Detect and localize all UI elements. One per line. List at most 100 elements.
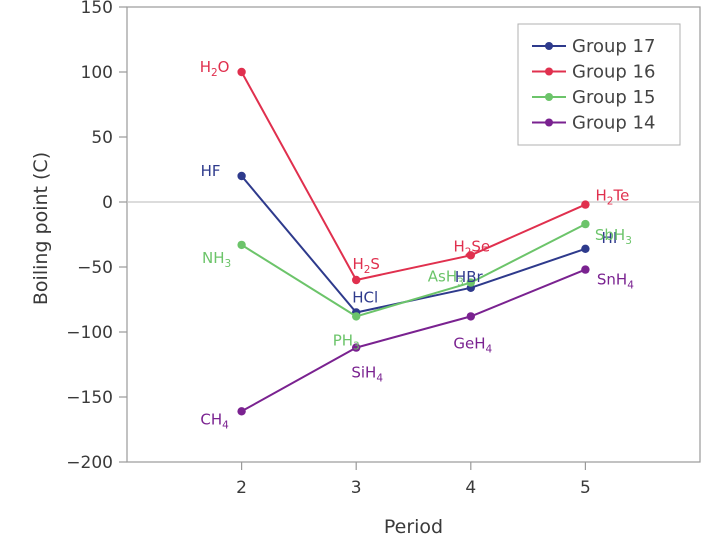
data-point (352, 275, 361, 285)
point-label: SiH4 (351, 364, 383, 385)
data-point (352, 312, 361, 321)
point-label: NH3 (202, 249, 231, 270)
y-tick-label: 100 (81, 63, 113, 83)
x-tick-label: 2 (236, 478, 247, 498)
series-group-3 (237, 219, 590, 321)
y-tick-label: −50 (77, 258, 113, 278)
point-label-main: NH (202, 249, 225, 267)
point-label: H2Te (595, 187, 629, 208)
x-axis-title: Period (384, 516, 443, 538)
point-label: SnH4 (597, 271, 634, 292)
point-label-main: H (595, 187, 606, 205)
point-label-tail: Se (471, 237, 490, 255)
point-label: H2Se (453, 237, 490, 258)
point-label-main: SbH (595, 226, 625, 244)
series-group-1 (237, 171, 590, 317)
point-label-main: H (200, 58, 211, 76)
point-label: CH4 (200, 410, 229, 431)
data-point (466, 251, 475, 260)
point-label-subscript: 3 (457, 277, 464, 289)
legend-marker (545, 93, 553, 101)
y-axis-ticks: 150 100 50 0 −50 −100 −150 −200 (66, 0, 127, 473)
point-label-main: HBr (455, 268, 484, 286)
series-group-2 (237, 67, 590, 285)
point-label-main: H (453, 237, 464, 255)
point-label-main: SiH (351, 364, 376, 382)
point-label-main: H (352, 255, 363, 273)
point-label: HCl (352, 289, 378, 307)
y-tick-label: 50 (91, 128, 113, 148)
point-label-main: AsH (428, 268, 457, 286)
legend-label: Group 17 (572, 36, 655, 57)
point-label: HBr (455, 268, 484, 286)
data-point (237, 240, 246, 250)
data-point (466, 278, 475, 287)
y-tick-label: 0 (102, 193, 113, 213)
series-line (241, 223, 586, 318)
point-label: SbH3 (595, 226, 632, 247)
data-point (237, 407, 246, 416)
series-line (240, 71, 586, 281)
point-label: GeH4 (453, 334, 492, 355)
legend-label: Group 16 (572, 62, 655, 83)
point-label-subscript: 2 (364, 264, 371, 276)
series-group-4 (237, 265, 590, 416)
data-point (581, 219, 590, 229)
legend-item-2: Group 16 (532, 62, 655, 83)
point-label-main: SnH (597, 271, 627, 289)
point-label-main: HI (602, 229, 618, 247)
point-label: HI (602, 229, 618, 247)
legend-box (517, 23, 681, 146)
series-line (240, 175, 586, 314)
point-label-subscript: 2 (211, 67, 218, 79)
point-label-subscript: 2 (465, 246, 472, 258)
point-label-tail: O (218, 58, 230, 76)
point-label-main: HF (201, 162, 221, 180)
legend-item-4: Group 14 (532, 113, 655, 134)
series-line (241, 268, 586, 413)
data-point (352, 343, 361, 352)
data-point (581, 200, 590, 209)
point-label-main: CH (200, 410, 222, 428)
point-label-subscript: 4 (376, 373, 383, 385)
point-label-subscript: 4 (222, 419, 229, 431)
point-label: H2S (352, 255, 380, 276)
point-label: AsH3 (428, 268, 464, 289)
legend-item-3: Group 15 (532, 87, 655, 108)
data-point (237, 67, 246, 77)
legend-item-1: Group 17 (532, 36, 655, 57)
legend-label: Group 14 (572, 113, 655, 134)
y-tick-label: −100 (66, 323, 113, 343)
point-label-subscript: 3 (225, 258, 232, 270)
legend-marker (545, 118, 553, 127)
plot-frame (126, 6, 701, 463)
data-point (581, 244, 590, 253)
point-label-main: GeH (453, 334, 485, 352)
legend: Group 17 Group 16 Group 15 Group 14 (517, 23, 681, 146)
x-tick-label: 4 (465, 478, 476, 498)
y-tick-label: −150 (66, 388, 113, 408)
data-point (237, 171, 246, 181)
point-labels: HFHClHBrHIH2OH2SH2SeH2TeNH3PH3AsH3SbH3CH… (200, 58, 635, 431)
legend-label: Group 15 (572, 87, 655, 108)
point-label-tail: Te (612, 187, 629, 205)
point-label-subscript: 4 (486, 343, 493, 355)
x-tick-label: 3 (351, 478, 362, 498)
x-axis-ticks: 2 3 4 5 (236, 462, 591, 498)
data-point (466, 312, 475, 321)
point-label-main: HCl (352, 289, 378, 307)
x-tick-label: 5 (580, 478, 591, 498)
point-label: PH3 (333, 331, 360, 352)
point-label: HF (201, 162, 221, 180)
data-point (581, 265, 590, 274)
point-label-subscript: 4 (627, 280, 634, 292)
point-label-main: PH (333, 331, 353, 349)
y-axis-title: Boiling point (C) (30, 152, 52, 305)
y-tick-label: 150 (81, 0, 113, 18)
point-label: H2O (200, 58, 230, 79)
series-layer (237, 67, 590, 416)
point-label-subscript: 3 (625, 235, 632, 247)
legend-marker (545, 67, 553, 76)
y-tick-label: −200 (66, 453, 113, 473)
